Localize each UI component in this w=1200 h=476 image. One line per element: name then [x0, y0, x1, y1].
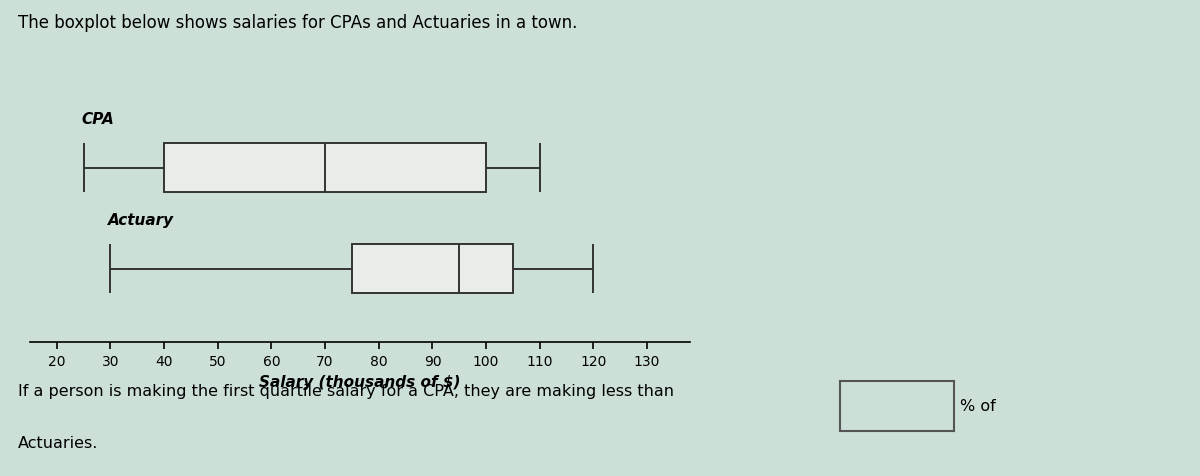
X-axis label: Salary (thousands of $): Salary (thousands of $): [259, 374, 461, 389]
Text: Actuary: Actuary: [108, 213, 174, 228]
Text: The boxplot below shows salaries for CPAs and Actuaries in a town.: The boxplot below shows salaries for CPA…: [18, 14, 577, 32]
Bar: [164, 144, 486, 193]
Text: If a person is making the first quartile salary for a CPA, they are making less : If a person is making the first quartile…: [18, 383, 674, 398]
Bar: [352, 245, 512, 294]
Text: Actuaries.: Actuaries.: [18, 436, 98, 450]
Text: CPA: CPA: [80, 111, 114, 126]
Text: % of: % of: [960, 398, 996, 413]
